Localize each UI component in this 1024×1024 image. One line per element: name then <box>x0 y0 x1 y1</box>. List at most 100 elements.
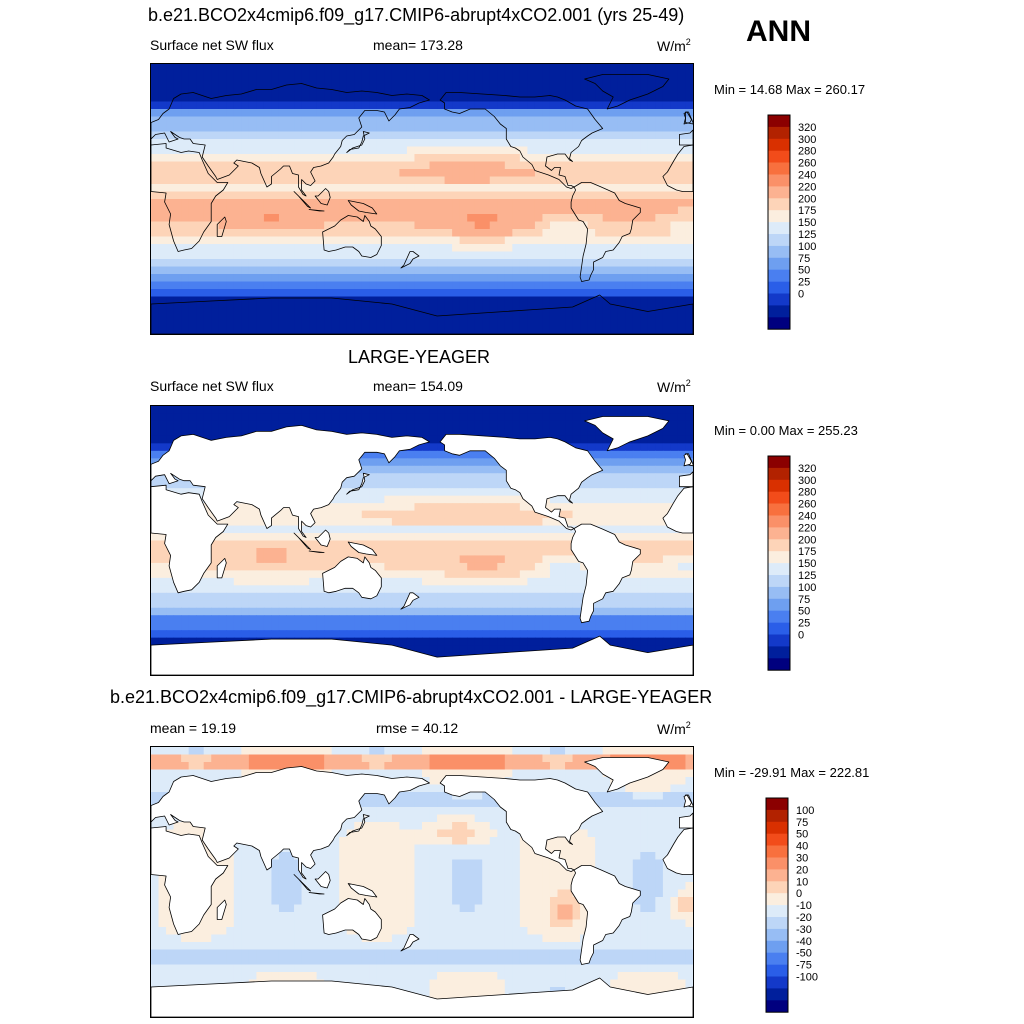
field-cell <box>263 221 273 230</box>
field-cell <box>655 154 664 163</box>
field-cell <box>542 585 551 594</box>
field-cell <box>557 214 566 223</box>
field-cell <box>587 304 596 313</box>
field-cell <box>512 592 521 601</box>
field-cell <box>497 525 506 534</box>
field-cell <box>662 577 672 586</box>
field-cell <box>196 86 205 95</box>
field-cell <box>519 296 528 305</box>
field-cell <box>655 289 664 298</box>
field-cell <box>376 116 385 125</box>
field-cell <box>339 64 348 73</box>
field-cell <box>391 221 401 230</box>
field-cell <box>263 184 273 193</box>
field-cell <box>301 289 310 298</box>
field-cell <box>316 600 325 609</box>
field-cell <box>248 169 257 178</box>
field-cell <box>309 131 318 140</box>
field-cell <box>459 326 468 334</box>
field-cell <box>512 311 521 320</box>
field-cell <box>173 480 182 489</box>
field-cell <box>256 406 265 415</box>
field-cell <box>534 592 544 601</box>
field-cell <box>331 146 340 155</box>
field-cell <box>647 622 656 631</box>
field-cell <box>617 124 626 133</box>
field-cell <box>670 555 679 564</box>
field-cell <box>602 488 611 497</box>
field-cell <box>294 86 303 95</box>
field-cell <box>640 495 649 504</box>
field-cell <box>467 274 476 283</box>
field-cell <box>580 562 589 571</box>
field-cell <box>241 562 250 571</box>
field-cell <box>361 304 370 313</box>
field-cell <box>549 547 559 557</box>
field-cell <box>482 176 491 185</box>
field-cell <box>339 109 348 118</box>
field-cell <box>452 473 461 482</box>
field-cell <box>278 206 288 215</box>
field-cell <box>444 101 453 110</box>
field-cell <box>414 124 423 133</box>
field-cell <box>632 458 641 467</box>
field-cell <box>595 221 604 230</box>
field-cell <box>565 570 574 579</box>
field-cell <box>504 406 513 415</box>
coastline <box>293 191 311 209</box>
field-cell <box>286 326 295 334</box>
mean-label: mean= 154.09 <box>373 378 463 394</box>
field-cell <box>369 259 378 268</box>
field-cell <box>444 406 453 415</box>
field-cell <box>406 79 416 88</box>
field-cell <box>294 592 303 601</box>
field-cell <box>459 488 468 497</box>
field-cell <box>489 607 498 616</box>
field-cell <box>489 251 498 260</box>
field-cell <box>572 221 581 230</box>
field-cell <box>376 450 385 459</box>
field-cell <box>248 304 257 313</box>
field-cell <box>399 450 408 459</box>
field-cell <box>422 495 431 504</box>
field-cell <box>346 326 355 334</box>
field-cell <box>429 214 438 223</box>
field-cell <box>452 420 461 430</box>
field-cell <box>504 236 513 245</box>
field-cell <box>662 161 672 170</box>
field-cell <box>316 607 325 616</box>
field-cell <box>278 326 288 334</box>
field-cell <box>188 161 197 170</box>
field-cell <box>384 570 393 579</box>
field-cell <box>497 540 506 549</box>
field-cell <box>474 251 483 260</box>
field-cell <box>677 266 687 275</box>
field-cell <box>203 296 212 305</box>
field-cell <box>188 592 197 601</box>
field-cell <box>580 630 589 639</box>
field-cell <box>166 443 175 452</box>
field-cell <box>670 443 679 452</box>
field-cell <box>203 109 212 118</box>
field-cell <box>602 71 611 80</box>
field-cell <box>685 146 693 155</box>
field-cell <box>595 146 604 155</box>
field-cell <box>549 326 559 334</box>
field-cell <box>429 296 438 305</box>
field-cell <box>339 94 348 103</box>
field-cell <box>452 214 461 223</box>
field-cell <box>565 199 574 208</box>
field-cell <box>617 443 626 452</box>
field-cell <box>173 274 182 283</box>
field-cell <box>497 413 506 422</box>
field-cell <box>294 547 303 557</box>
field-cell <box>617 176 626 185</box>
field-cell <box>226 326 235 334</box>
field-cell <box>384 86 393 95</box>
field-cell <box>640 465 649 474</box>
field-cell <box>278 510 288 519</box>
field-cell <box>677 622 687 631</box>
field-cell <box>497 221 506 230</box>
field-cell <box>572 406 581 415</box>
field-cell <box>452 518 461 527</box>
